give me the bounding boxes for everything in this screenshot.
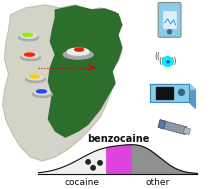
Circle shape	[179, 89, 184, 95]
Text: ((: ((	[155, 52, 161, 71]
Polygon shape	[3, 5, 122, 161]
Bar	[150, 84, 190, 102]
Ellipse shape	[32, 91, 52, 97]
Ellipse shape	[36, 90, 46, 93]
Ellipse shape	[67, 48, 89, 55]
Ellipse shape	[35, 90, 50, 95]
Ellipse shape	[75, 48, 84, 51]
Polygon shape	[190, 84, 195, 108]
FancyBboxPatch shape	[158, 2, 181, 37]
Polygon shape	[150, 84, 195, 89]
Circle shape	[167, 30, 172, 34]
Text: )): ))	[170, 57, 177, 66]
Circle shape	[98, 161, 102, 165]
Polygon shape	[48, 6, 122, 137]
Ellipse shape	[21, 33, 36, 38]
Ellipse shape	[22, 33, 32, 36]
Ellipse shape	[63, 50, 93, 59]
Circle shape	[86, 160, 90, 164]
Ellipse shape	[28, 75, 43, 80]
Circle shape	[91, 166, 95, 170]
Bar	[163, 11, 177, 29]
Text: other: other	[145, 178, 170, 187]
Polygon shape	[158, 120, 187, 135]
Text: ((: ((	[158, 57, 165, 66]
Ellipse shape	[29, 75, 39, 78]
Circle shape	[163, 57, 173, 67]
Ellipse shape	[19, 35, 38, 41]
Ellipse shape	[22, 53, 38, 58]
Polygon shape	[183, 127, 191, 135]
Ellipse shape	[26, 77, 45, 82]
Polygon shape	[158, 120, 166, 129]
Text: ★: ★	[165, 59, 171, 65]
Text: benzocaine: benzocaine	[87, 134, 149, 144]
Ellipse shape	[21, 55, 40, 61]
Ellipse shape	[25, 53, 35, 56]
Text: cocaine: cocaine	[65, 178, 100, 187]
Bar	[156, 87, 174, 100]
